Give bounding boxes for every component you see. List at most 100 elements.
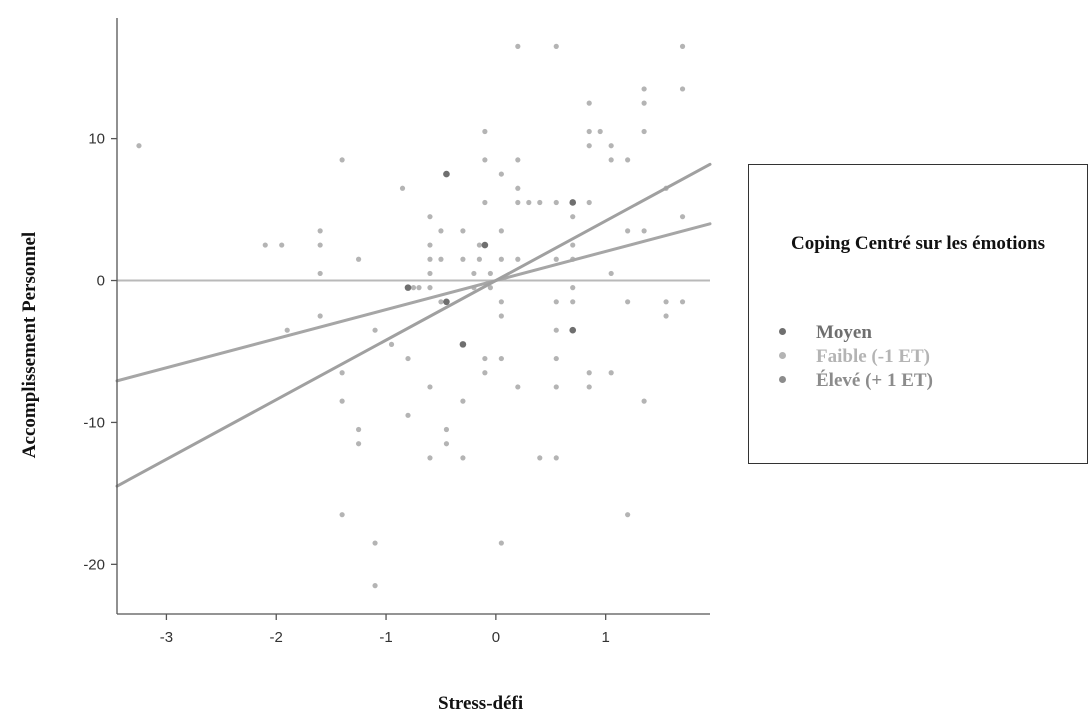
data-point-highlight: [569, 199, 577, 206]
data-point: [410, 285, 417, 291]
data-point: [641, 398, 647, 404]
data-point: [608, 157, 614, 163]
data-point: [586, 370, 592, 376]
data-point: [679, 214, 686, 220]
data-point: [339, 157, 345, 163]
data-point: [460, 455, 466, 461]
data-point: [641, 128, 647, 135]
x-tick-label: 1: [602, 629, 610, 646]
data-point: [570, 242, 576, 248]
data-point: [279, 242, 285, 248]
data-point: [416, 285, 422, 291]
regression-lines-layer: [115, 162, 712, 488]
legend-dot-moyen: [779, 328, 786, 336]
data-point: [608, 370, 614, 376]
data-point: [471, 270, 477, 277]
data-point: [553, 199, 559, 206]
data-point: [482, 370, 488, 376]
data-point: [553, 355, 559, 362]
data-point: [317, 270, 323, 277]
data-point: [570, 285, 576, 291]
data-point: [553, 384, 559, 390]
data-point: [372, 327, 378, 333]
y-tick-label: -10: [83, 414, 105, 431]
data-point: [498, 171, 504, 177]
data-point: [625, 157, 631, 163]
data-point: [388, 341, 395, 347]
data-point: [526, 199, 532, 206]
data-point-highlight: [404, 284, 412, 291]
data-point: [460, 256, 466, 262]
data-point-highlight: [569, 326, 577, 334]
data-point: [586, 143, 592, 149]
data-point: [482, 128, 488, 135]
y-tick-label: 0: [97, 273, 105, 290]
data-point: [498, 355, 504, 362]
data-point: [498, 256, 504, 262]
data-point: [608, 270, 614, 277]
data-point: [625, 299, 631, 305]
data-point: [438, 256, 444, 262]
data-point: [284, 327, 290, 333]
legend-dot-eleve: [779, 376, 786, 384]
data-point: [405, 355, 411, 362]
data-point: [515, 157, 521, 163]
data-point: [679, 43, 686, 49]
regression-line: [115, 162, 712, 488]
legend-title: Coping Centré sur les émotions: [790, 233, 1046, 254]
data-point-highlight: [481, 241, 489, 249]
data-point: [553, 327, 559, 333]
data-point: [427, 256, 433, 262]
data-point: [570, 214, 576, 220]
data-point: [515, 185, 521, 191]
data-point: [663, 313, 669, 319]
data-point: [372, 540, 378, 546]
legend-item-moyen: Moyen: [779, 321, 872, 345]
data-point: [476, 242, 482, 248]
legend-label-moyen: Moyen: [816, 322, 872, 343]
data-point: [553, 455, 559, 461]
y-axis-label: Accomplissement Personnel: [19, 231, 40, 459]
data-point: [679, 299, 686, 305]
data-point: [487, 285, 493, 291]
legend-label-faible: Faible (-1 ET): [816, 346, 930, 367]
data-point: [553, 299, 559, 305]
y-tick-label: -20: [83, 556, 105, 573]
x-tick-label: 0: [492, 629, 500, 646]
data-point: [482, 355, 488, 362]
data-point: [537, 455, 543, 461]
regression-line: [115, 222, 712, 383]
data-point: [641, 86, 647, 92]
data-point: [597, 128, 603, 135]
data-point: [438, 228, 444, 234]
data-point: [476, 256, 482, 262]
data-point: [317, 228, 323, 234]
data-point: [443, 441, 450, 447]
data-point: [482, 157, 488, 163]
data-point: [482, 199, 488, 206]
data-point: [586, 100, 592, 106]
data-point: [355, 256, 362, 262]
data-point: [641, 228, 647, 234]
data-point: [427, 214, 433, 220]
data-point: [625, 228, 631, 234]
x-axis-label: Stress-défi: [438, 693, 524, 714]
data-point: [399, 185, 406, 191]
data-point: [355, 441, 362, 447]
data-point: [460, 228, 466, 234]
data-point: [438, 299, 444, 305]
data-point: [339, 370, 345, 376]
data-point: [641, 100, 647, 106]
data-point: [625, 512, 631, 518]
data-point: [372, 583, 378, 589]
data-point: [427, 455, 433, 461]
data-point: [136, 143, 142, 149]
data-point: [427, 270, 433, 277]
data-point: [553, 43, 559, 49]
legend: Coping Centré sur les émotions Moyen Fai…: [748, 164, 1088, 464]
data-point: [498, 313, 504, 319]
data-point: [355, 426, 362, 433]
data-point: [515, 256, 521, 262]
data-point: [586, 128, 592, 135]
